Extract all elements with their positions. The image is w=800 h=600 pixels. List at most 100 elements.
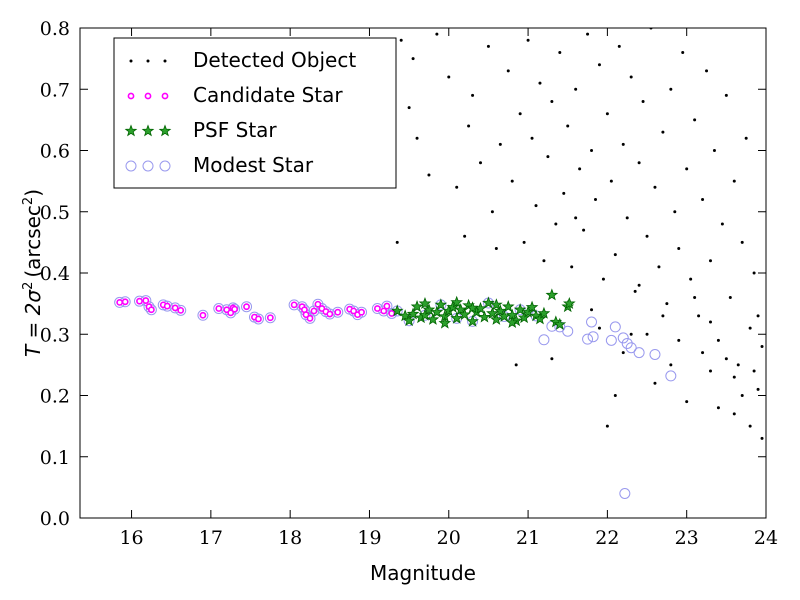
y-tick-label: 0.4	[40, 263, 70, 285]
detected-object-point	[407, 106, 411, 110]
candidate-star-point	[199, 311, 207, 319]
detected-object-point	[574, 216, 578, 220]
detected-object-point	[605, 112, 609, 116]
detected-object-point	[716, 338, 720, 342]
psf-star-point	[533, 312, 547, 325]
detected-object-point	[570, 265, 574, 269]
x-tick-label: 17	[199, 527, 223, 549]
psf-star-point	[466, 314, 479, 327]
detected-object-point	[748, 424, 752, 428]
x-tick-label: 20	[437, 527, 461, 549]
detected-object-point	[395, 240, 399, 244]
detected-object-point	[633, 289, 637, 293]
candidate-star-point	[136, 297, 143, 305]
detected-object-point	[617, 44, 621, 48]
legend-marker-small-circle	[127, 92, 135, 100]
psf-star-point	[422, 303, 436, 316]
detected-object-point	[613, 253, 617, 257]
legend-marker-dot	[129, 59, 133, 63]
detected-object-point	[677, 338, 681, 342]
detected-object-point	[629, 75, 633, 79]
detected-object-point	[597, 63, 601, 67]
detected-object-point	[701, 198, 705, 201]
candidate-star-point	[306, 314, 314, 322]
detected-object-point	[546, 155, 550, 159]
legend-label-modest: Modest Star	[193, 153, 314, 177]
detected-object-point	[471, 93, 475, 97]
detected-object-point	[562, 191, 566, 195]
detected-object-point	[756, 387, 760, 391]
detected-object-point	[411, 57, 415, 61]
y-axis-label-close: )	[21, 189, 45, 197]
candidate-star-point	[373, 305, 381, 312]
psf-star-point	[410, 300, 424, 313]
detected-object-point	[542, 259, 546, 263]
psf-star-point	[478, 310, 491, 323]
psf-star-point	[490, 298, 503, 311]
detected-object-point	[653, 381, 657, 385]
psf-star-point	[418, 308, 432, 321]
candidate-star-point	[326, 310, 334, 318]
detected-object-point	[661, 314, 665, 318]
detected-object-point	[593, 198, 597, 201]
modest-star-point	[617, 332, 629, 344]
detected-object-point	[732, 179, 736, 183]
detected-object-point	[490, 210, 494, 214]
detected-object-point	[455, 185, 459, 189]
detected-object-point	[641, 100, 645, 103]
candidate-star-point	[121, 298, 129, 306]
modest-star-point	[633, 347, 645, 359]
candidate-star-point	[266, 314, 274, 322]
modest-star-point	[308, 305, 320, 317]
detected-object-point	[697, 314, 701, 318]
detected-object-point	[467, 124, 471, 128]
candidate-star-point	[177, 306, 185, 314]
x-tick-label: 18	[278, 527, 302, 549]
detected-object-point	[669, 87, 673, 91]
psf-star-point	[537, 306, 551, 319]
psf-star-point	[434, 298, 448, 311]
detected-object-point	[665, 302, 669, 306]
detected-object-point	[677, 247, 681, 250]
detected-object-point	[427, 173, 431, 177]
detected-object-point	[645, 332, 649, 336]
modest-star-point	[241, 301, 253, 313]
detected-object-point	[514, 363, 518, 367]
psf-star-point	[501, 300, 515, 313]
detected-object-point	[498, 142, 502, 146]
detected-object-point	[685, 400, 689, 404]
psf-star-point	[482, 296, 495, 309]
psf-star-point	[438, 316, 452, 329]
psf-star-point	[513, 303, 527, 316]
legend-marker-open-circle	[125, 160, 137, 172]
detected-object-point	[728, 296, 732, 299]
y-axis-label-main-sup: 2	[21, 282, 36, 290]
detected-object-point	[399, 38, 403, 42]
y-tick-label: 0.7	[40, 79, 70, 101]
candidate-star-point	[383, 302, 391, 310]
legend-marker-open-circle	[159, 160, 171, 172]
detected-object-point	[653, 185, 657, 189]
detected-object-point	[590, 149, 594, 152]
y-tick-label: 0.5	[40, 202, 70, 224]
detected-object-point	[693, 296, 697, 299]
detected-object-point	[554, 222, 558, 226]
detected-object-point	[609, 179, 613, 183]
psf-star-point	[446, 300, 460, 313]
legend-label-psf: PSF Star	[193, 118, 277, 142]
detected-object-point	[693, 118, 697, 122]
detected-object-point	[760, 436, 764, 440]
detected-object-point	[586, 32, 590, 36]
candidate-star-point	[231, 305, 239, 313]
candidate-star-point	[380, 307, 388, 315]
candidate-star-point	[147, 306, 155, 314]
detected-object-point	[601, 277, 605, 281]
detected-object-point	[657, 265, 661, 269]
x-tick-label: 21	[516, 527, 540, 549]
legend-marker-dot	[163, 59, 167, 63]
detected-object-point	[621, 142, 625, 146]
detected-object-point	[510, 179, 514, 183]
detected-object-point	[613, 394, 617, 397]
modest-star-point	[649, 348, 661, 360]
